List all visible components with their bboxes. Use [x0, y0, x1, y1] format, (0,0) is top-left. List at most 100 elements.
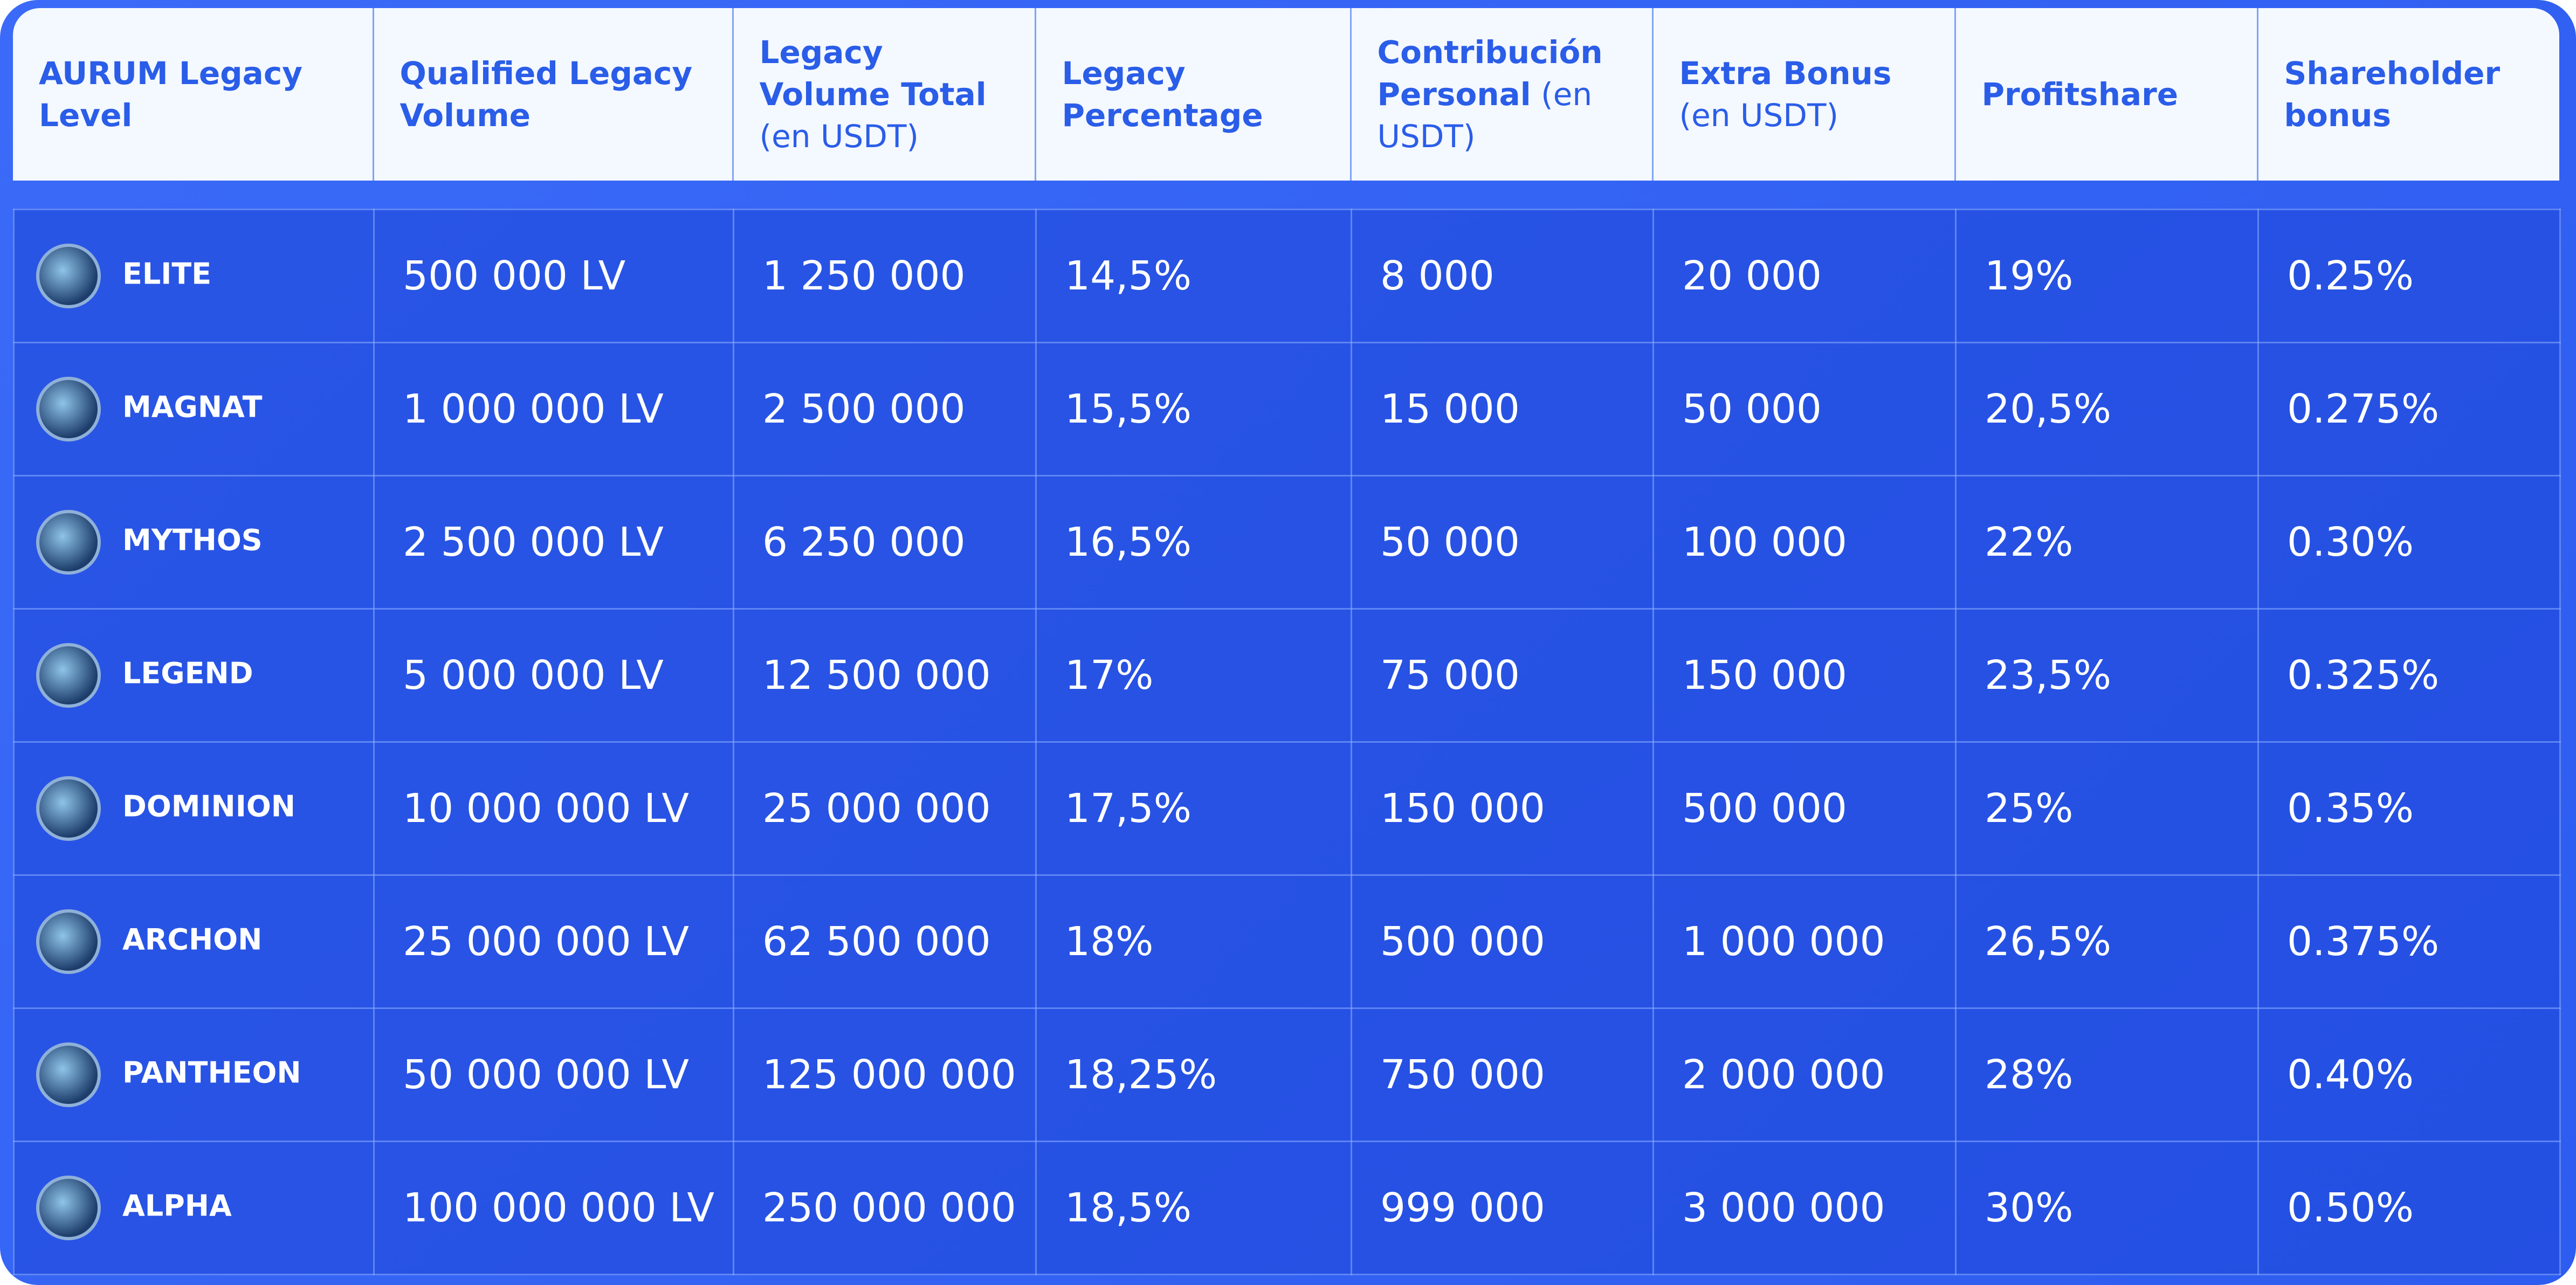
- value-cell: 500 000: [1654, 742, 1956, 875]
- level-name: ARCHON: [122, 923, 262, 957]
- level-cell: DOMINION: [14, 742, 374, 875]
- value-cell: 3 000 000: [1654, 1142, 1956, 1275]
- value-cell: 999 000: [1352, 1142, 1654, 1275]
- value-cell: 150 000: [1352, 742, 1654, 875]
- value-cell: 50 000: [1654, 343, 1956, 476]
- value-cell: 750 000: [1352, 1008, 1654, 1142]
- header-title: Profitshare: [1982, 76, 2179, 113]
- level-cell: MAGNAT: [14, 343, 374, 476]
- value-cell: 0.275%: [2258, 343, 2560, 476]
- level-name: MYTHOS: [122, 523, 263, 557]
- value-cell: 0.35%: [2258, 742, 2560, 875]
- level-icon: [36, 244, 101, 308]
- level-name: MAGNAT: [122, 390, 262, 424]
- value-cell: 100 000: [1654, 476, 1956, 609]
- value-cell: 17%: [1036, 609, 1352, 742]
- value-cell: 25%: [1956, 742, 2258, 875]
- value-cell: 150 000: [1654, 609, 1956, 742]
- level-name: PANTHEON: [122, 1056, 301, 1090]
- level-icon: [36, 1042, 101, 1107]
- value-cell: 50 000: [1352, 476, 1654, 609]
- value-cell: 18,25%: [1036, 1008, 1352, 1142]
- value-cell: 2 500 000: [734, 343, 1036, 476]
- value-cell: 500 000: [1352, 875, 1654, 1008]
- value-cell: 500 000 LV: [374, 210, 734, 343]
- value-cell: 0.375%: [2258, 875, 2560, 1008]
- value-cell: 10 000 000 LV: [374, 742, 734, 875]
- header-cell: Contribución Personal (en USDT): [1351, 8, 1652, 181]
- level-name: ALPHA: [122, 1189, 232, 1223]
- value-cell: 20 000: [1654, 210, 1956, 343]
- value-cell: 18%: [1036, 875, 1352, 1008]
- level-icon: [36, 643, 101, 708]
- header-title: AURUM Legacy Level: [39, 55, 302, 134]
- header-cell: Legacy Volume Total (en USDT): [733, 8, 1035, 181]
- level-name: ELITE: [122, 257, 211, 291]
- value-cell: 100 000 000 LV: [374, 1142, 734, 1275]
- value-cell: 15,5%: [1036, 343, 1352, 476]
- value-cell: 0.40%: [2258, 1008, 2560, 1142]
- value-cell: 125 000 000: [734, 1008, 1036, 1142]
- value-cell: 0.30%: [2258, 476, 2560, 609]
- header-cell: Extra Bonus (en USDT): [1652, 8, 1955, 181]
- value-cell: 5 000 000 LV: [374, 609, 734, 742]
- value-cell: 25 000 000: [734, 742, 1036, 875]
- value-cell: 26,5%: [1956, 875, 2258, 1008]
- level-icon: [36, 510, 101, 575]
- page: AURUM Legacy Level Qualified Legacy Volum…: [0, 0, 2576, 1285]
- value-cell: 15 000: [1352, 343, 1654, 476]
- value-cell: 14,5%: [1036, 210, 1352, 343]
- value-cell: 23,5%: [1956, 609, 2258, 742]
- header-cell: AURUM Legacy Level: [13, 8, 373, 181]
- value-cell: 1 250 000: [734, 210, 1036, 343]
- value-cell: 18,5%: [1036, 1142, 1352, 1275]
- header-title: Legacy Percentage: [1062, 55, 1263, 134]
- level-cell: PANTHEON: [14, 1008, 374, 1142]
- level-icon: [36, 909, 101, 974]
- value-cell: 50 000 000 LV: [374, 1008, 734, 1142]
- level-cell: ALPHA: [14, 1142, 374, 1275]
- value-cell: 1 000 000 LV: [374, 343, 734, 476]
- level-cell: LEGEND: [14, 609, 374, 742]
- value-cell: 75 000: [1352, 609, 1654, 742]
- value-cell: 250 000 000: [734, 1142, 1036, 1275]
- header-title: Legacy Volume Total: [760, 34, 987, 113]
- value-cell: 2 500 000 LV: [374, 476, 734, 609]
- header-title: Qualified Legacy Volume: [400, 55, 693, 134]
- level-cell: ELITE: [14, 210, 374, 343]
- level-name: LEGEND: [122, 657, 253, 690]
- value-cell: 0.25%: [2258, 210, 2560, 343]
- value-cell: 1 000 000: [1654, 875, 1956, 1008]
- header-note: (en USDT): [1679, 97, 1839, 134]
- level-icon: [36, 776, 101, 841]
- level-icon: [36, 1176, 101, 1240]
- value-cell: 19%: [1956, 210, 2258, 343]
- header-cell: Legacy Percentage: [1035, 8, 1351, 181]
- header-title: Extra Bonus: [1679, 55, 1892, 92]
- value-cell: 20,5%: [1956, 343, 2258, 476]
- level-cell: ARCHON: [14, 875, 374, 1008]
- value-cell: 30%: [1956, 1142, 2258, 1275]
- value-cell: 8 000: [1352, 210, 1654, 343]
- header-cell: Profitshare: [1955, 8, 2257, 181]
- value-cell: 28%: [1956, 1008, 2258, 1142]
- value-cell: 0.325%: [2258, 609, 2560, 742]
- value-cell: 0.50%: [2258, 1142, 2560, 1275]
- header-title: Shareholder bonus: [2284, 55, 2501, 134]
- header-cell: Shareholder bonus: [2257, 8, 2559, 181]
- value-cell: 12 500 000: [734, 609, 1036, 742]
- value-cell: 17,5%: [1036, 742, 1352, 875]
- value-cell: 22%: [1956, 476, 2258, 609]
- value-cell: 62 500 000: [734, 875, 1036, 1008]
- header-cell: Qualified Legacy Volume: [373, 8, 733, 181]
- value-cell: 2 000 000: [1654, 1008, 1956, 1142]
- level-icon: [36, 377, 101, 441]
